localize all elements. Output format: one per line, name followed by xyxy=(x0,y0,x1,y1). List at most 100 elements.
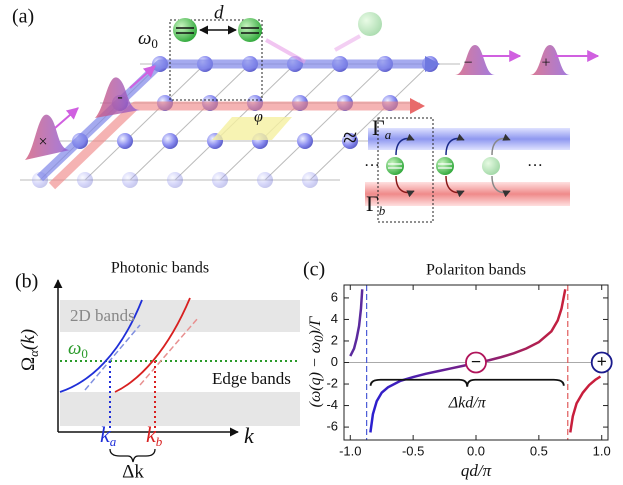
packet-sign: - xyxy=(117,89,122,106)
inset-cell-box xyxy=(377,117,434,223)
subscript: α xyxy=(26,349,41,357)
resonator xyxy=(167,172,183,188)
packet-sign: − xyxy=(463,55,472,72)
atom xyxy=(173,18,197,42)
edge-band-a xyxy=(59,299,143,393)
subscript: 0 xyxy=(81,346,88,361)
brace xyxy=(109,448,156,463)
resonator xyxy=(342,133,358,149)
inset-band-a xyxy=(368,128,570,150)
panel-label: (c) xyxy=(303,259,325,281)
x-tick-label: 0.0 xyxy=(467,443,485,458)
panel-label: (a) xyxy=(12,6,34,28)
blue-arrow-head xyxy=(425,56,440,72)
coupling-beam xyxy=(265,38,306,64)
subscript: a xyxy=(385,127,392,142)
coupling-beam xyxy=(334,34,361,52)
tail: )/Γ xyxy=(307,316,324,337)
y-tick-label: -2 xyxy=(326,375,338,390)
symbol: Γ xyxy=(366,191,379,216)
emission-arrow xyxy=(395,175,415,198)
chart-title: Polariton bands xyxy=(426,262,526,279)
bulk-label: 2D bands xyxy=(70,306,135,325)
emission-arrow xyxy=(445,175,465,198)
resonator xyxy=(162,133,178,149)
omega-label: ω0 xyxy=(138,28,158,51)
panel-a: (a) ω0 d φ − + - × ≈ Γa Γb ··· ··· xyxy=(12,2,600,223)
flux-label: φ xyxy=(254,109,263,126)
y-tick-label: 0 xyxy=(331,354,338,369)
x-tick-label: -1.0 xyxy=(339,443,361,458)
bulk-band xyxy=(60,300,300,332)
y-axis-label: Ωα(k) xyxy=(18,329,41,371)
atom-levels xyxy=(388,163,402,169)
subscript: b xyxy=(156,434,163,449)
lattice-line xyxy=(309,63,431,181)
symbol: k xyxy=(146,422,157,447)
lattice-line xyxy=(264,63,386,181)
ellipsis: ··· xyxy=(527,158,543,175)
y-tick-label: 2 xyxy=(331,332,338,347)
atom-levels xyxy=(438,163,452,169)
resonator xyxy=(257,172,273,188)
packet-arrow xyxy=(129,65,156,89)
red-edge-band xyxy=(48,101,410,190)
edge-label: Edge bands xyxy=(212,369,291,388)
lattice-line xyxy=(84,63,206,181)
ka-label: ka xyxy=(100,422,117,449)
state-marker-label: − xyxy=(471,352,481,372)
panel-b: (b) Photonic bands 2D bands ω0 Edge band… xyxy=(15,260,300,482)
atom xyxy=(436,157,454,175)
band-curve xyxy=(369,289,567,433)
gamma-b-label: Γb xyxy=(366,191,386,218)
band-curve xyxy=(349,289,364,357)
atom xyxy=(238,18,262,42)
packet-sign: + xyxy=(541,55,550,72)
state-marker xyxy=(590,351,613,374)
gamma-a-label: Γa xyxy=(372,115,392,142)
wavepacket xyxy=(530,45,570,75)
atom-faded xyxy=(482,157,500,175)
atom xyxy=(386,157,404,175)
cut-symbol: ≈ xyxy=(343,123,357,152)
resonator xyxy=(122,172,138,188)
ellipsis: ··· xyxy=(364,158,380,175)
x-tick-label: 1.0 xyxy=(593,443,611,458)
state-marker-label: + xyxy=(597,352,607,372)
wavepacket xyxy=(25,114,70,160)
subscript: 0 xyxy=(311,335,326,342)
subscript: 0 xyxy=(151,36,158,51)
symbol: Ω xyxy=(18,357,39,371)
band-curve xyxy=(569,375,602,433)
emission-arrow xyxy=(445,133,465,156)
omega-label: ω0 xyxy=(68,338,88,361)
symbol: ω xyxy=(138,28,151,49)
packet-arrow xyxy=(54,107,79,129)
subscript: a xyxy=(110,434,117,449)
y-tick-label: 4 xyxy=(331,311,338,326)
dk-label: Δk xyxy=(122,461,144,482)
y-tick-label: -4 xyxy=(326,397,338,412)
lattice-line xyxy=(129,63,251,181)
emission-arrow xyxy=(491,133,511,156)
atom-levels xyxy=(176,27,194,34)
spacing-label: d xyxy=(214,2,224,23)
linear-fit-a xyxy=(84,324,141,391)
y-tick-label: -6 xyxy=(326,419,338,434)
resonator xyxy=(297,133,313,149)
brace-label: Δkd/π xyxy=(448,394,487,411)
x-axis-label: k xyxy=(244,423,255,448)
y-axis-label: (ω(q) − ω0)/Γ xyxy=(307,316,326,408)
tail: (k) xyxy=(18,329,39,350)
x-tick-label: -0.5 xyxy=(402,443,424,458)
unit-cell-box xyxy=(169,19,263,101)
kb-label: kb xyxy=(146,422,163,449)
wavepacket xyxy=(455,45,495,75)
bulk-band xyxy=(60,392,300,426)
resonator xyxy=(212,172,228,188)
emission-arrow xyxy=(491,175,511,198)
resonator xyxy=(302,172,318,188)
emission-arrow xyxy=(395,133,415,156)
atom-faded xyxy=(358,12,382,36)
